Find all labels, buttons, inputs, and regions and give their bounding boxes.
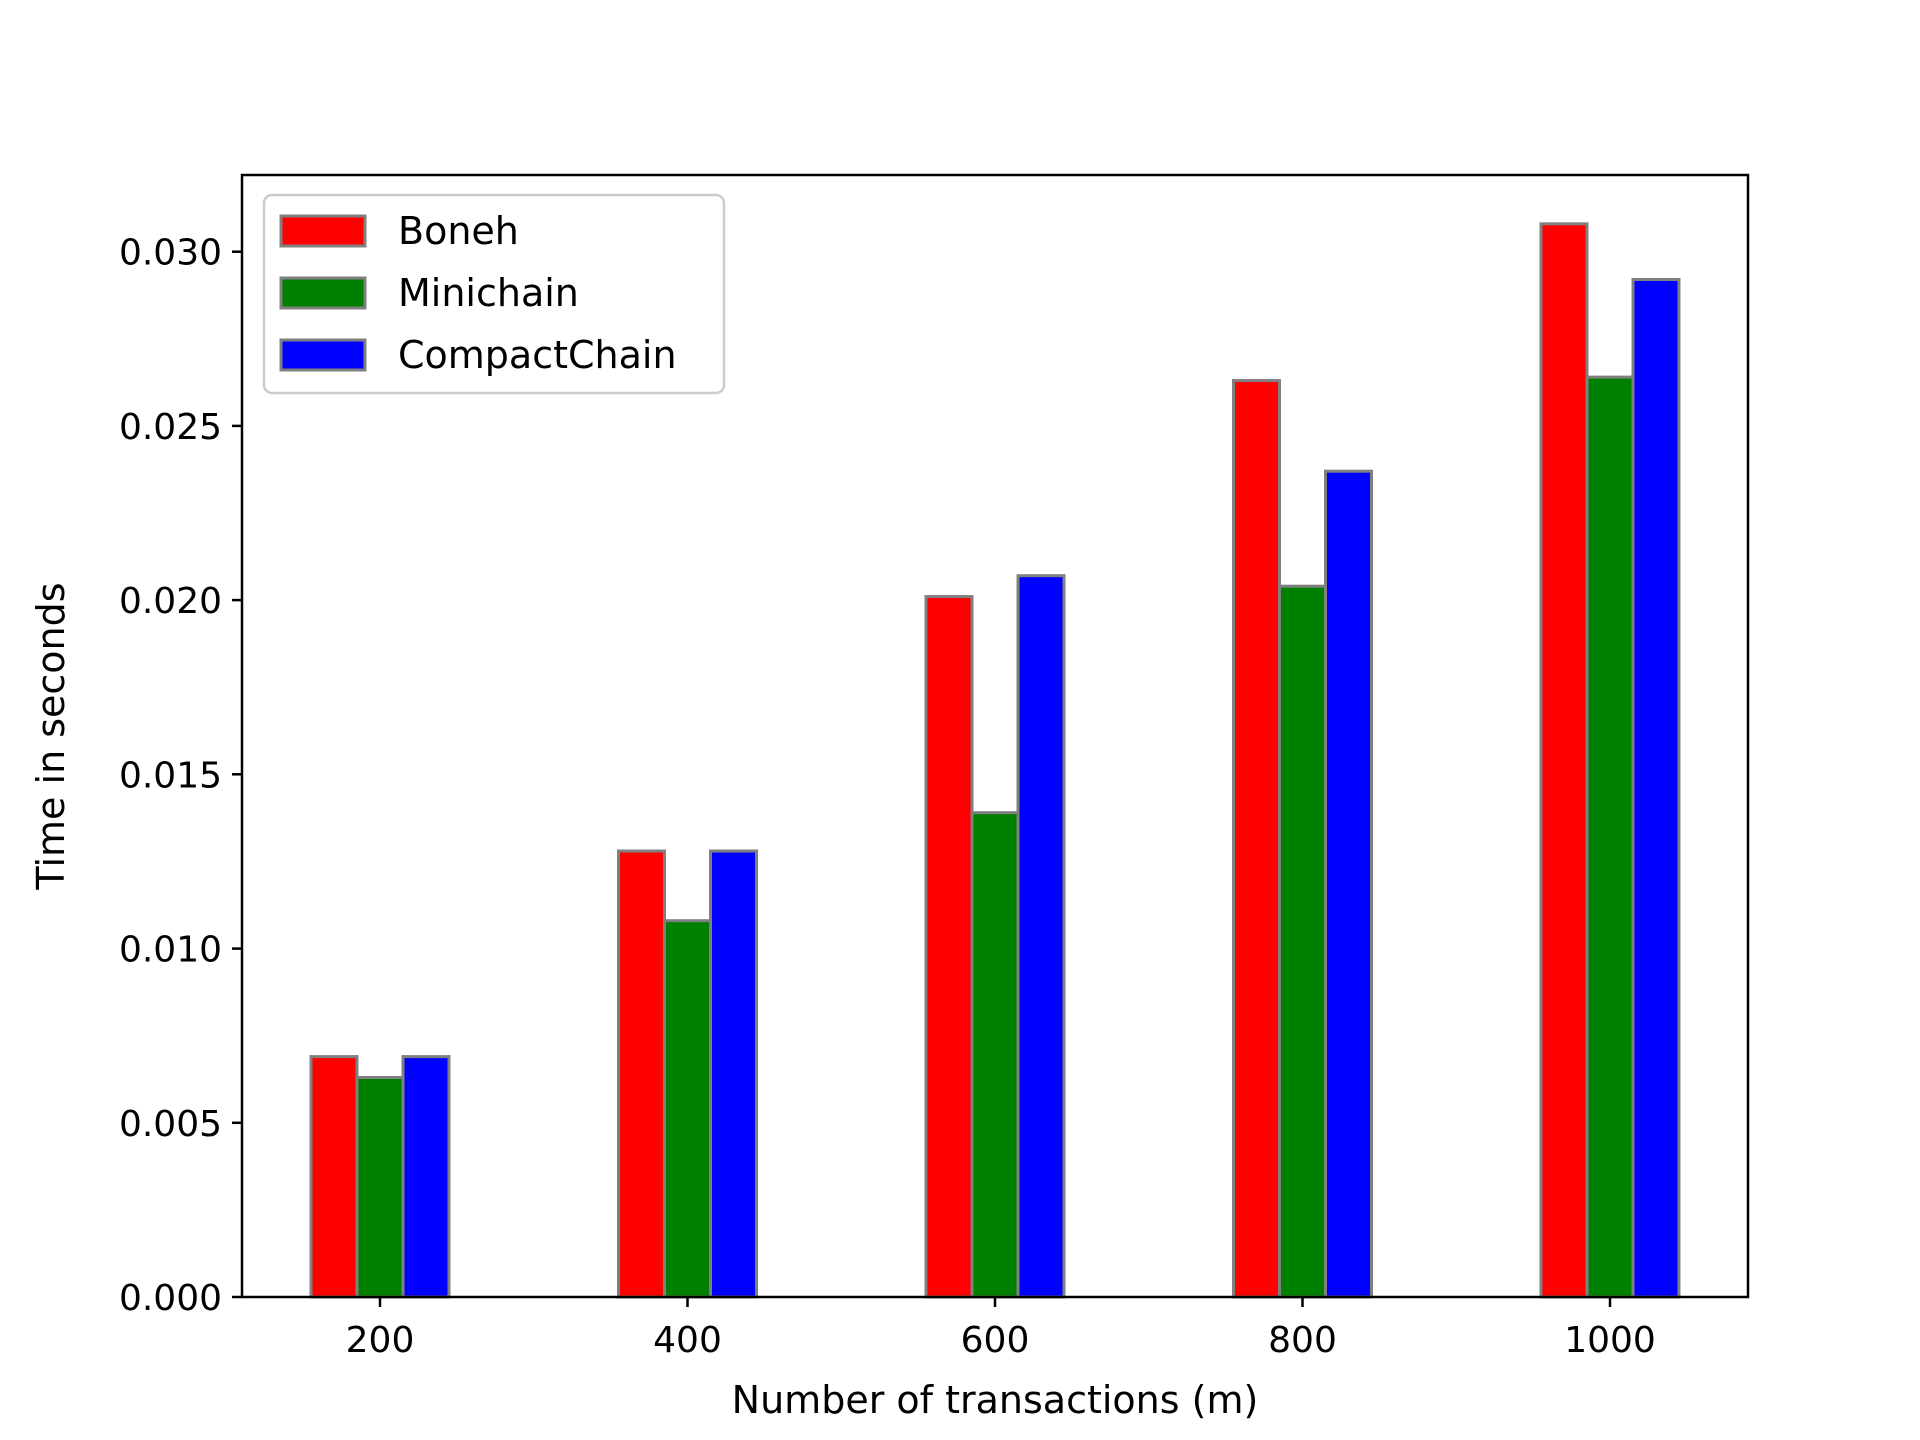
legend-label-compactchain: CompactChain <box>398 333 677 377</box>
x-tick-label: 800 <box>1268 1320 1337 1361</box>
y-tick-label: 0.010 <box>119 930 222 971</box>
y-tick-label: 0.025 <box>119 407 222 448</box>
legend-label-boneh: Boneh <box>398 209 519 253</box>
x-tick-label: 1000 <box>1564 1320 1656 1361</box>
bar-minichain-400 <box>663 919 712 1299</box>
y-tick-label: 0.030 <box>119 233 222 274</box>
bar-boneh-200 <box>309 1055 359 1299</box>
bar-minichain-200 <box>355 1076 405 1299</box>
x-axis-ticks: 200 400 600 800 1000 <box>346 1297 1656 1361</box>
legend-label-minichain: Minichain <box>398 271 579 315</box>
y-axis-ticks: 0.000 0.005 0.010 0.015 0.020 0.025 0.030 <box>119 233 242 1319</box>
y-axis-label: Time in seconds <box>29 582 73 890</box>
legend-swatch-compactchain <box>279 338 367 372</box>
bar-compactchain-600 <box>1016 574 1066 1299</box>
x-axis-label: Number of transactions (m) <box>732 1378 1259 1422</box>
bar-boneh-400 <box>617 849 666 1299</box>
bar-boneh-1000 <box>1539 222 1589 1299</box>
legend-swatch-minichain <box>279 276 367 310</box>
bars-layer <box>309 222 1681 1299</box>
y-tick-label: 0.005 <box>119 1104 222 1145</box>
legend-box <box>262 193 726 395</box>
x-tick-label: 200 <box>346 1320 415 1361</box>
legend: Boneh Minichain CompactChain <box>262 193 726 395</box>
bar-compactchain-200 <box>401 1055 451 1299</box>
bar-minichain-1000 <box>1585 375 1635 1299</box>
bar-compactchain-800 <box>1324 469 1373 1299</box>
bar-compactchain-400 <box>709 849 758 1299</box>
y-tick-label: 0.000 <box>119 1278 222 1319</box>
x-tick-label: 400 <box>653 1320 722 1361</box>
bar-boneh-800 <box>1232 379 1281 1299</box>
bar-minichain-600 <box>970 811 1020 1299</box>
x-tick-label: 600 <box>961 1320 1030 1361</box>
bar-minichain-800 <box>1278 584 1327 1299</box>
bar-boneh-600 <box>924 595 974 1299</box>
bar-compactchain-1000 <box>1631 278 1681 1299</box>
y-tick-label: 0.020 <box>119 581 222 622</box>
legend-swatch-boneh <box>279 214 367 248</box>
y-tick-label: 0.015 <box>119 755 222 796</box>
